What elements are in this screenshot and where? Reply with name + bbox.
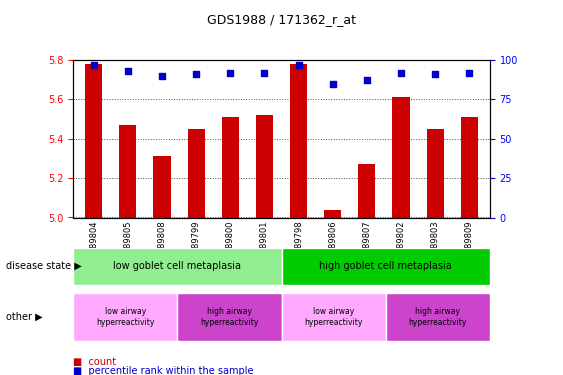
Bar [85,64,102,217]
Text: high airway
hyperreactivity: high airway hyperreactivity [200,307,258,327]
FancyBboxPatch shape [282,248,490,285]
Bar [256,115,273,218]
Bar [154,156,171,218]
Text: ■  percentile rank within the sample: ■ percentile rank within the sample [73,366,254,375]
Text: high airway
hyperreactivity: high airway hyperreactivity [409,307,467,327]
Text: low airway
hyperreactivity: low airway hyperreactivity [96,307,154,327]
Text: disease state ▶: disease state ▶ [6,261,82,271]
Point [363,78,372,84]
Bar [324,210,341,218]
Bar [392,98,409,218]
Text: high goblet cell metaplasia: high goblet cell metaplasia [319,261,452,271]
Point [431,71,440,77]
Bar [222,117,239,218]
Bar [187,129,205,218]
Text: low goblet cell metaplasia: low goblet cell metaplasia [113,261,242,271]
Bar [358,164,376,218]
Bar [461,117,478,218]
FancyBboxPatch shape [386,292,490,341]
Point [396,70,405,76]
FancyBboxPatch shape [282,292,386,341]
FancyBboxPatch shape [177,292,282,341]
Point [191,71,200,77]
Point [89,62,98,68]
Text: ■  count: ■ count [73,357,117,367]
Point [294,62,303,68]
Bar [119,125,136,217]
Text: GDS1988 / 171362_r_at: GDS1988 / 171362_r_at [207,13,356,26]
Text: low airway
hyperreactivity: low airway hyperreactivity [305,307,363,327]
Point [465,70,474,76]
Point [158,73,167,79]
Text: other ▶: other ▶ [6,312,42,322]
Point [123,68,132,74]
FancyBboxPatch shape [73,248,282,285]
Bar [427,129,444,218]
Point [328,81,337,87]
FancyBboxPatch shape [73,292,177,341]
Point [260,70,269,76]
Point [226,70,235,76]
Bar [290,64,307,217]
